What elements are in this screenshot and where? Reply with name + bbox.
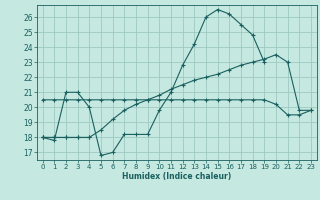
X-axis label: Humidex (Indice chaleur): Humidex (Indice chaleur) — [122, 172, 231, 181]
